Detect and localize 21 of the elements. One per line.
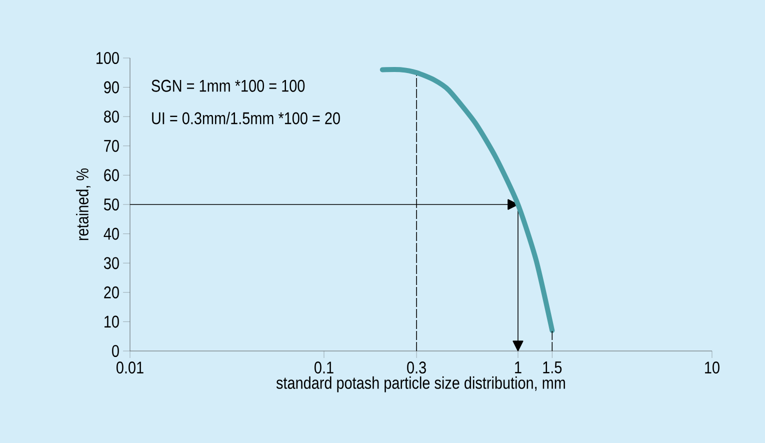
x-tick-label: 0.3 xyxy=(407,362,426,374)
y-tick-label: 80 xyxy=(104,110,119,123)
y-tick-label: 30 xyxy=(104,257,119,270)
y-tick-label: 90 xyxy=(104,81,119,94)
y-tick-label: 0 xyxy=(112,344,119,358)
x-tick-label: 0.01 xyxy=(116,362,144,374)
y-tick-label: 50 xyxy=(104,198,119,211)
annotation: SGN = 1mm *100 = 100 xyxy=(152,80,305,92)
y-tick-label: 70 xyxy=(104,140,119,152)
x-tick-label: 1.5 xyxy=(543,362,562,374)
x-tick-label: 1 xyxy=(515,362,522,374)
y-tick-label: 100 xyxy=(96,52,119,64)
y-tick-label: 40 xyxy=(104,228,119,240)
x-tick-label: 0.1 xyxy=(314,362,334,374)
y-tick-label: 10 xyxy=(104,316,119,328)
x-axis-title: standard potash particle size distribution, mm xyxy=(276,376,565,392)
y-tick-label: 60 xyxy=(104,169,119,182)
y-tick-label: 20 xyxy=(104,286,119,298)
annotation: UI = 0.3mm/1.5mm *100 = 20 xyxy=(152,112,340,124)
x-tick-label: 10 xyxy=(705,362,720,374)
y-axis-title: retained, % xyxy=(76,168,90,240)
